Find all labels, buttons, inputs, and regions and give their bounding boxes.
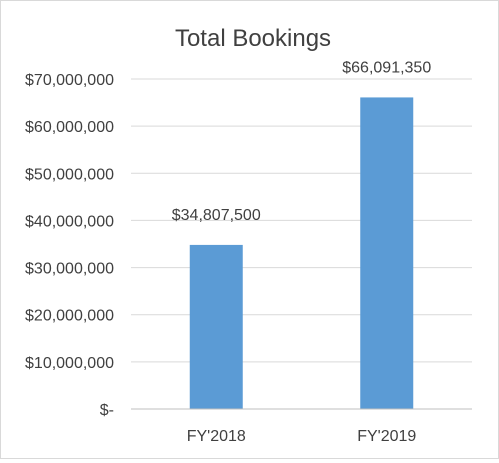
y-axis-ticks: $- $10,000,000 $20,000,000 $30,000,000 $40,0… (25, 72, 114, 419)
y-tick-label: $60,000,000 (25, 119, 114, 136)
y-tick-label: $10,000,000 (25, 355, 114, 372)
bar-data-label: $34,807,500 (172, 207, 261, 224)
y-tick-label: $70,000,000 (25, 72, 114, 89)
x-axis-categories: FY'2018 FY'2019 (187, 428, 417, 445)
y-tick-label: $50,000,000 (25, 166, 114, 183)
gridlines (131, 78, 472, 363)
chart-title: Total Bookings (175, 25, 331, 52)
bar-data-label: $66,091,350 (342, 59, 431, 76)
bar (360, 97, 414, 410)
data-labels: $34,807,500 $66,091,350 (172, 59, 432, 223)
bars (189, 97, 414, 410)
x-category-label: FY'2018 (187, 428, 246, 445)
x-category-label: FY'2019 (357, 428, 416, 445)
y-tick-label: $20,000,000 (25, 308, 114, 325)
y-tick-label: $40,000,000 (25, 213, 114, 230)
y-tick-label: $30,000,000 (25, 261, 114, 278)
bar (189, 244, 243, 409)
y-tick-label: $- (100, 402, 114, 419)
